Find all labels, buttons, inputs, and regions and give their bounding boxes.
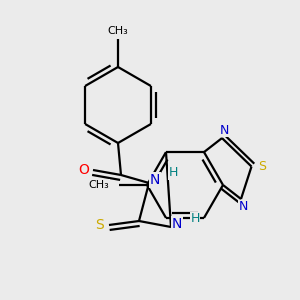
- Text: N: N: [219, 124, 229, 136]
- Text: N: N: [238, 200, 248, 214]
- Text: CH₃: CH₃: [108, 26, 128, 36]
- Text: N: N: [172, 217, 182, 231]
- Text: CH₃: CH₃: [88, 180, 109, 190]
- Text: O: O: [79, 163, 89, 177]
- Text: H: H: [190, 212, 200, 226]
- Text: S: S: [96, 218, 104, 232]
- Text: S: S: [259, 160, 266, 173]
- Text: H: H: [168, 167, 178, 179]
- Text: N: N: [150, 173, 160, 187]
